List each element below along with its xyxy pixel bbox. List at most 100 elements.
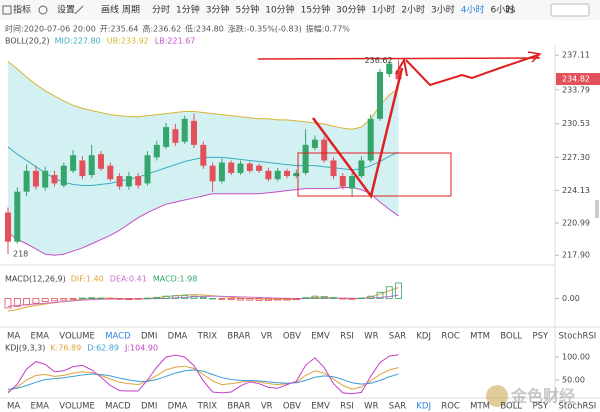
refresh-interval[interactable]: 2s <box>505 6 516 16</box>
legend-item: K:76.89 <box>50 344 81 353</box>
indicator-tab[interactable]: SAR <box>389 332 406 342</box>
indicator-tab[interactable]: VR <box>261 402 273 412</box>
indicator-tab[interactable]: BRAR <box>227 332 250 342</box>
indicator-tab[interactable]: PSY <box>532 402 549 412</box>
period-label: 周期 <box>122 5 140 16</box>
indicator-tab[interactable]: SAR <box>389 402 406 412</box>
period-tab[interactable]: 1小时 <box>372 4 396 16</box>
indicator-tab[interactable]: TRIX <box>197 402 218 412</box>
period-tab[interactable]: 2小时 <box>401 4 425 16</box>
y-tick-label: 220.99 <box>562 219 590 228</box>
indicator-tab[interactable]: StochRSI <box>558 402 596 412</box>
macd-bar <box>348 298 356 300</box>
indicator-tab[interactable]: WR <box>364 402 378 412</box>
tool-button[interactable]: 设置 <box>57 5 75 16</box>
indicator-tab[interactable]: DMA <box>168 402 188 412</box>
watermark-logo <box>486 385 508 407</box>
period-tab[interactable]: 3分钟 <box>206 4 230 16</box>
indicator-tab[interactable]: VR <box>261 332 273 342</box>
candle-body <box>88 155 95 176</box>
period-tab[interactable]: 4小时 <box>461 4 485 16</box>
low-marker: 218 <box>13 250 28 259</box>
candle-body <box>60 165 67 186</box>
scrollbar[interactable] <box>595 200 599 218</box>
legend-item: DIF:1.40 <box>71 275 104 284</box>
indicator-tab[interactable]: EMA <box>30 402 49 412</box>
tool-button[interactable]: 画线 <box>101 4 119 16</box>
indicator-tab[interactable]: EMA <box>30 332 49 342</box>
indicator-tab[interactable]: TRIX <box>197 332 218 342</box>
indicator-tab[interactable]: WR <box>364 332 378 342</box>
panel <box>7 354 399 395</box>
info-item: 低:234.80 <box>185 24 224 34</box>
period-tab[interactable]: 15分钟 <box>301 4 330 16</box>
candle-body <box>125 176 132 187</box>
indicator-tab[interactable]: DMI <box>141 332 157 342</box>
macd-bar <box>41 298 49 303</box>
period-tab[interactable]: 6小时 <box>491 4 515 16</box>
macd-bar <box>302 297 310 299</box>
indicator-tab[interactable]: OBV <box>283 402 301 412</box>
indicator-tab[interactable]: DMI <box>141 402 157 412</box>
y-tick-label: 230.53 <box>562 119 590 128</box>
indicator-tab[interactable]: VOLUME <box>59 402 95 412</box>
candle-body <box>181 118 188 142</box>
macd-bar <box>23 298 31 306</box>
candle-body <box>395 70 402 80</box>
tool-button[interactable]: 指标 <box>13 4 31 16</box>
indicator-tab[interactable]: MACD <box>105 332 131 342</box>
period-tab[interactable]: 1分钟 <box>176 4 200 16</box>
indicator-tab[interactable]: MA <box>7 332 20 342</box>
mode-switch[interactable] <box>550 3 590 17</box>
macd-bar <box>274 298 282 301</box>
indicator-tab[interactable]: DMA <box>168 332 188 342</box>
period-tab[interactable]: 10分钟 <box>265 4 294 16</box>
indicator-tab[interactable]: MA <box>7 402 20 412</box>
legend-item: DEA:0.41 <box>110 275 147 284</box>
info-item: 振幅:0.77% <box>306 24 351 34</box>
indicator-tab[interactable]: EMV <box>311 402 330 412</box>
candle-body <box>330 160 337 177</box>
candle-body <box>42 170 49 188</box>
macd-bar <box>395 282 403 299</box>
candle-body <box>284 170 290 177</box>
candle-body <box>246 163 253 171</box>
indicator-tab[interactable]: KDJ <box>416 332 431 342</box>
period-tab[interactable]: 30分钟 <box>336 4 365 16</box>
indicator-tab[interactable]: EMV <box>311 332 330 342</box>
indicator-label: MACD(12,26,9) <box>5 275 66 284</box>
indicator-tab[interactable]: MACD <box>105 402 131 412</box>
indicator-tab[interactable]: StochRSI <box>558 332 596 342</box>
candle-body <box>191 120 197 145</box>
indicator-tab[interactable]: MTM <box>470 402 490 412</box>
macd-bar <box>162 295 170 299</box>
indicator-tab[interactable]: RSI <box>340 332 354 342</box>
indicator-tab[interactable]: VOLUME <box>59 332 95 342</box>
indicator-tab[interactable]: OBV <box>283 332 301 342</box>
info-item: 高:236.62 <box>142 24 181 34</box>
candle-body <box>14 191 21 242</box>
indicator-tab[interactable]: RSI <box>340 402 354 412</box>
indicator-tab[interactable]: ROC <box>441 332 460 342</box>
indicator-tab[interactable]: ROC <box>441 402 460 412</box>
indicator-label: KDJ(9,3,3) <box>5 344 45 353</box>
period-tab[interactable]: 分时 <box>152 4 170 16</box>
macd-bar <box>367 295 375 299</box>
indicator-tab[interactable]: BOLL <box>500 332 522 342</box>
macd-bar <box>218 298 226 300</box>
candle-body <box>367 118 374 161</box>
candle-body <box>23 170 30 192</box>
period-tab[interactable]: 5分钟 <box>235 4 259 16</box>
legend-item: UB:233.92 <box>107 37 149 46</box>
candle-body <box>265 170 272 180</box>
candle-body <box>107 165 114 180</box>
macd-bar <box>134 298 142 300</box>
indicator-tab[interactable]: KDJ <box>416 402 431 412</box>
period-tab[interactable]: 3小时 <box>431 4 455 16</box>
indicator-tab[interactable]: BRAR <box>227 402 250 412</box>
drawn-path <box>405 54 539 87</box>
macd-bar <box>255 298 263 301</box>
indicator-tab[interactable]: BOLL <box>500 402 522 412</box>
indicator-tab[interactable]: PSY <box>532 332 549 342</box>
indicator-tab[interactable]: MTM <box>470 332 490 342</box>
